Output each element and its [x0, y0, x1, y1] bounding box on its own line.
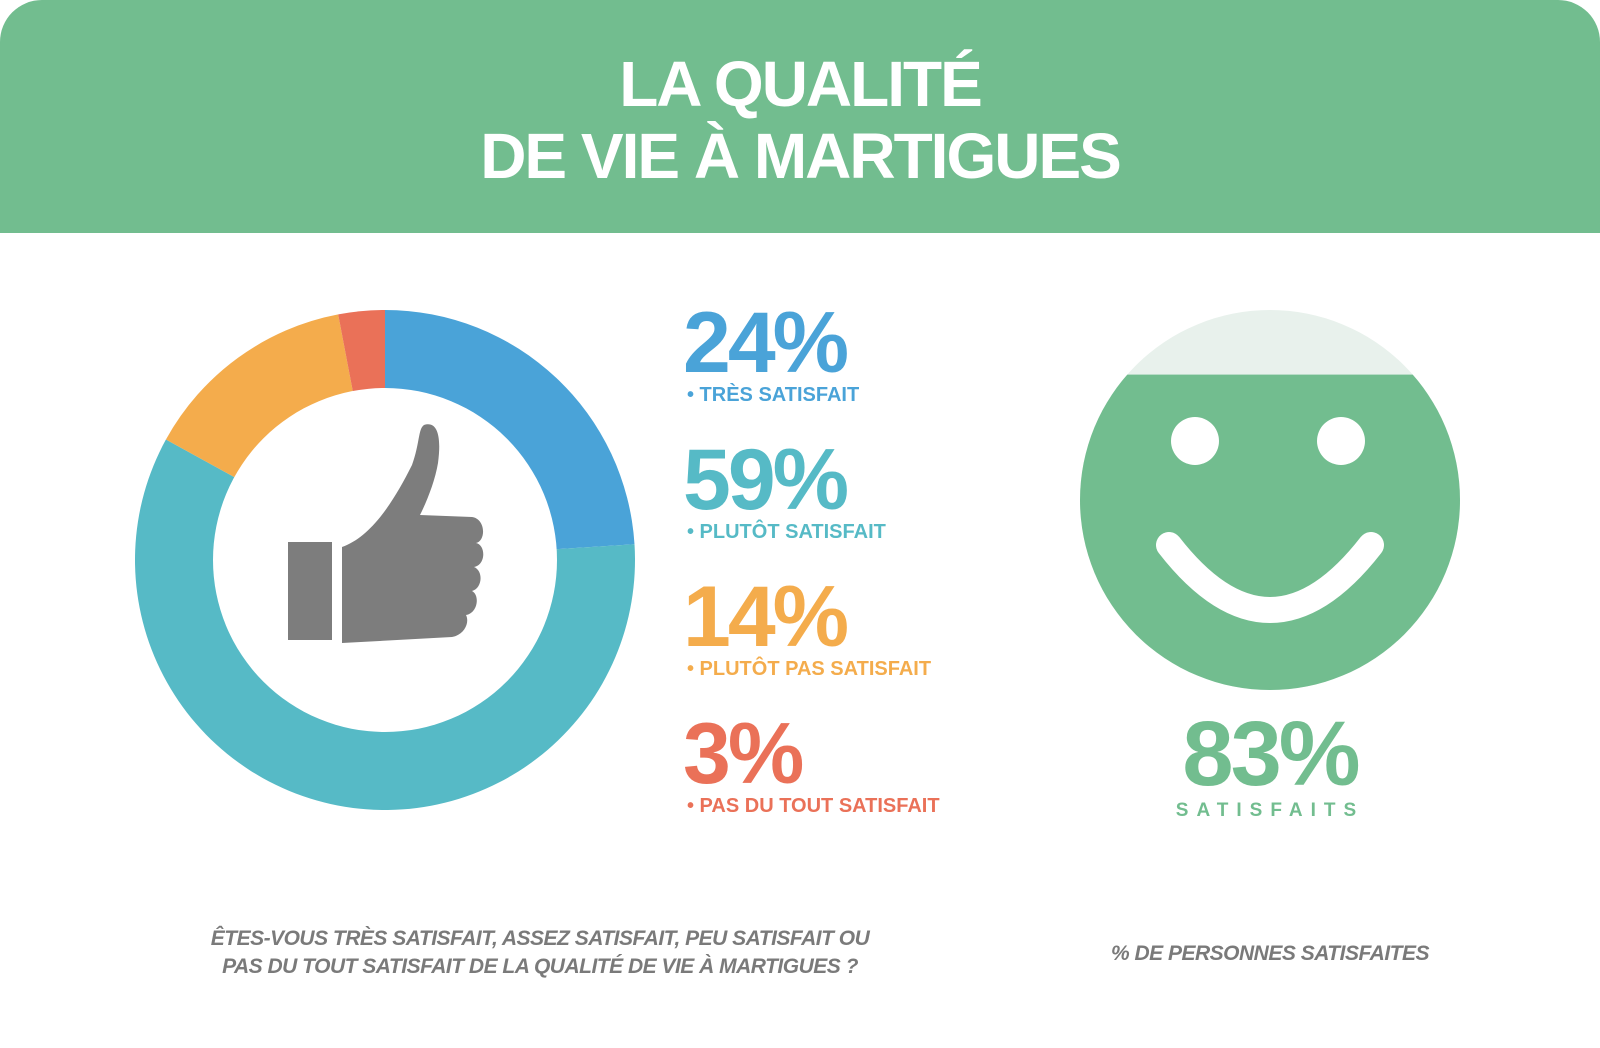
stat-percent-pas-du-tout-satisfait: 3%: [683, 706, 804, 802]
stat-percent-plutot-satisfait: 59%: [683, 432, 849, 528]
survey-question-line-1: ÊTES-VOUS TRÈS SATISFAIT, ASSEZ SATISFAI…: [210, 927, 870, 950]
smiley-face-icon: [1080, 310, 1460, 690]
smiley-mouth: [1156, 532, 1384, 623]
smiley-right-eye: [1317, 417, 1365, 465]
title-line-2: DE VIE À MARTIGUES: [480, 120, 1122, 192]
title-line-1: LA QUALITÉ: [619, 48, 983, 120]
satisfied-label: SATISFAITS: [1175, 800, 1365, 821]
smiley-fill-level: [1080, 374, 1460, 690]
satisfied-percent: 83%: [1182, 703, 1360, 805]
stat-label-plutot-pas-satisfait: • PLUTÔT PAS SATISFAIT: [687, 658, 932, 680]
smiley-left-eye: [1171, 417, 1219, 465]
header-banner: LA QUALITÉ DE VIE À MARTIGUES: [0, 0, 1600, 233]
satisfaction-donut-chart: [134, 310, 635, 810]
stat-label-pas-du-tout-satisfait: • PAS DU TOUT SATISFAIT: [687, 795, 940, 817]
survey-question-line-2: PAS DU TOUT SATISFAIT DE LA QUALITÉ DE V…: [222, 955, 858, 978]
thumbs-up-icon: [288, 424, 484, 643]
stat-percent-plutot-pas-satisfait: 14%: [683, 569, 849, 665]
stat-percent-tres-satisfait: 24%: [683, 295, 849, 391]
stat-label-plutot-satisfait: • PLUTÔT SATISFAIT: [687, 521, 886, 543]
survey-question: ÊTES-VOUS TRÈS SATISFAIT, ASSEZ SATISFAI…: [130, 925, 950, 981]
stat-label-tres-satisfait: • TRÈS SATISFAIT: [687, 384, 860, 406]
satisfied-caption: % DE PERSONNES SATISFAITES: [1110, 942, 1430, 965]
